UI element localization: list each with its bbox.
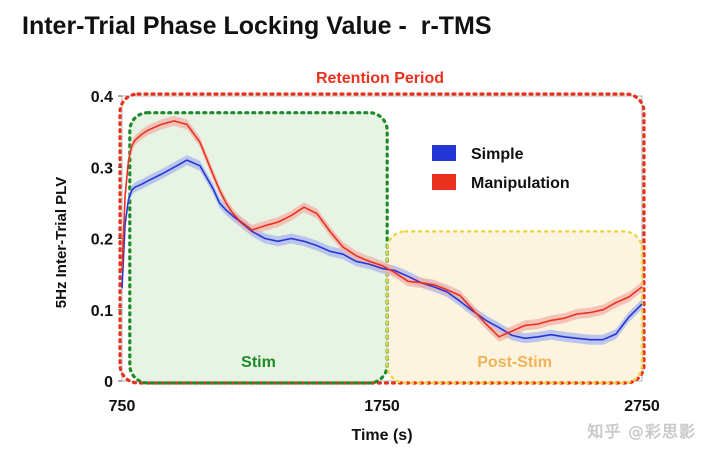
legend-swatch bbox=[432, 145, 456, 161]
region-fill bbox=[129, 112, 388, 383]
regions-layer: Retention Period Stim Post-Stim bbox=[118, 70, 646, 385]
y-tick-label: 0 bbox=[104, 374, 113, 391]
x-tick-label: 1750 bbox=[364, 398, 400, 415]
y-axis-label: 5Hz Inter-Trial PLV bbox=[53, 177, 70, 308]
x-tick-label: 750 bbox=[109, 398, 136, 415]
axes: 0 0.1 0.2 0.3 0.4 750 1750 2750 bbox=[91, 89, 660, 415]
line-manipulation bbox=[121, 120, 643, 338]
region-border bbox=[386, 230, 644, 385]
y-tick-label: 0.2 bbox=[91, 232, 113, 249]
line-simple bbox=[121, 159, 643, 341]
chart-title: Inter-Trial Phase Locking Value - r-TMS bbox=[22, 12, 492, 40]
region-border bbox=[128, 111, 389, 385]
legend-swatch bbox=[432, 174, 456, 190]
y-tick-label: 0.1 bbox=[91, 303, 113, 320]
y-tick-label: 0.4 bbox=[91, 89, 113, 106]
region-border bbox=[118, 92, 646, 385]
region-label: Retention Period bbox=[316, 70, 444, 87]
legend-label: Simple bbox=[471, 146, 524, 163]
region-label: Post-Stim bbox=[477, 354, 552, 371]
region-label: Stim bbox=[241, 354, 276, 371]
region-fill bbox=[387, 231, 642, 383]
y-tick-label: 0.3 bbox=[91, 160, 113, 177]
x-axis-label: Time (s) bbox=[351, 427, 412, 444]
legend-label: Manipulation bbox=[471, 175, 570, 192]
x-tick-label: 2750 bbox=[624, 398, 660, 415]
series-lines bbox=[121, 120, 643, 341]
legend: Simple Manipulation bbox=[432, 145, 570, 192]
watermark: 知乎 @彩思影 bbox=[587, 422, 696, 441]
